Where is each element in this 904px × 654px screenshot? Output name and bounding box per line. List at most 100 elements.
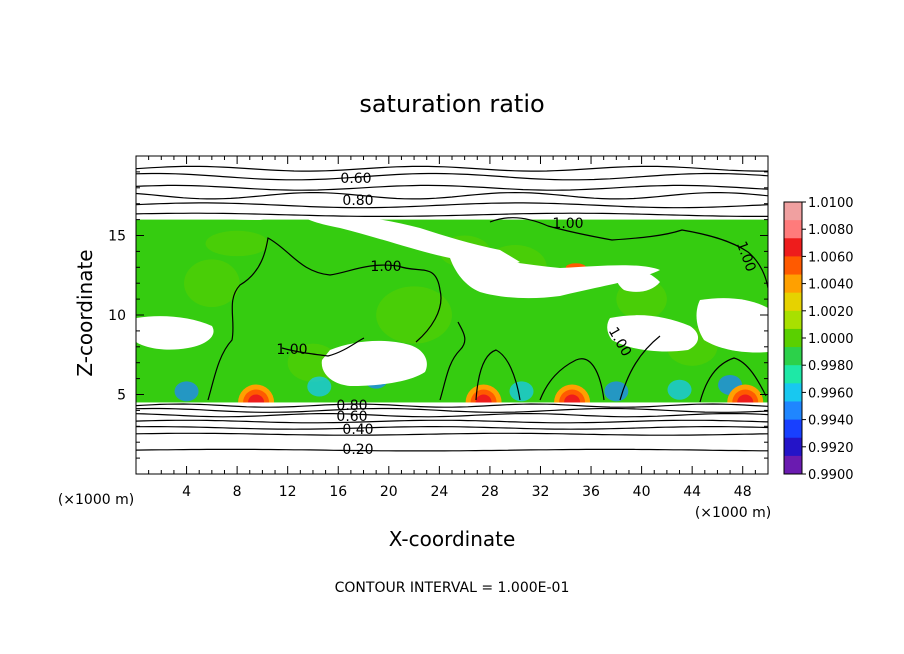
colorbar-label: 1.0000 xyxy=(808,332,854,347)
contour-interval-note: CONTOUR INTERVAL = 1.000E-01 xyxy=(335,580,570,596)
contour-label: 1.00 xyxy=(552,216,583,232)
colorbar-swatch xyxy=(784,202,802,221)
low-saturation-spot xyxy=(307,376,332,397)
x-tick-label: 24 xyxy=(430,484,448,500)
dry-region xyxy=(321,340,427,386)
colorbar-swatch xyxy=(784,455,802,475)
contour-label: 0.80 xyxy=(336,398,367,414)
contour-lines xyxy=(136,165,768,452)
supersaturation-plume xyxy=(564,394,581,403)
x-tick-label: 8 xyxy=(233,484,242,500)
x-axis-ticks: 4 8 12 16 20 24 28 32 36 40 44 48 xyxy=(148,156,756,500)
x-unit-label-right: (×1000 m) xyxy=(695,505,771,521)
contour-label: 0.60 xyxy=(336,409,367,425)
heatmap-field xyxy=(136,213,768,403)
colorbar-swatch xyxy=(784,238,802,257)
dry-region xyxy=(300,213,520,266)
contour-line xyxy=(136,202,768,209)
colorbar-swatch xyxy=(784,328,802,348)
contour-line xyxy=(136,403,768,408)
contour-label: 0.60 xyxy=(340,171,371,187)
contour-line-1-00 xyxy=(439,321,466,401)
supersaturation-plume xyxy=(248,394,265,403)
colorbar-label: 1.0060 xyxy=(808,250,854,265)
dry-region xyxy=(696,298,768,353)
dry-region xyxy=(616,267,660,292)
supersaturation-plume xyxy=(475,394,492,403)
field-patch xyxy=(376,286,452,344)
colorbar-label: 0.9980 xyxy=(808,359,854,374)
contour-line xyxy=(136,426,768,430)
contour-line-1-00 xyxy=(475,349,521,401)
low-saturation-spot xyxy=(667,379,692,400)
colorbar-label: 1.0020 xyxy=(808,305,854,320)
contour-line xyxy=(136,191,768,200)
y-tick-label: 15 xyxy=(108,229,126,245)
dry-region xyxy=(450,257,660,299)
x-axis-label: X-coordinate xyxy=(389,527,516,551)
colorbar-label: 1.0040 xyxy=(808,278,854,293)
contour-line-1-00 xyxy=(207,237,442,401)
contour-line-1-00 xyxy=(539,358,605,401)
contour-label: 1.00 xyxy=(370,259,401,275)
contour-line-1-00 xyxy=(619,335,661,401)
y-tick-label: 10 xyxy=(108,308,126,324)
colorbar-label: 0.9900 xyxy=(808,468,854,483)
colorbar-swatch xyxy=(784,292,802,312)
x-unit-label-left: (×1000 m) xyxy=(58,492,134,508)
contour-line xyxy=(136,172,768,181)
contour-line xyxy=(136,413,768,418)
colorbar-label: 0.9920 xyxy=(808,441,854,456)
x-tick-label: 44 xyxy=(683,484,701,500)
low-saturation-spot xyxy=(174,381,199,402)
y-axis-ticks: 5 10 15 xyxy=(108,171,768,459)
y-tick-label: 5 xyxy=(117,388,126,404)
y-axis-label: Z-coordinate xyxy=(73,249,97,376)
colorbar-label: 1.0100 xyxy=(808,196,854,211)
colorbar-swatch xyxy=(784,256,802,276)
x-tick-label: 12 xyxy=(279,484,297,500)
contour-line xyxy=(136,407,768,413)
contour-label: 0.80 xyxy=(342,193,373,209)
x-tick-label: 16 xyxy=(329,484,347,500)
contour-line xyxy=(136,184,768,191)
dry-region xyxy=(136,214,300,220)
x-tick-label: 40 xyxy=(633,484,651,500)
x-tick-label: 48 xyxy=(734,484,752,500)
colorbar-label: 1.0080 xyxy=(808,223,854,238)
supersaturation-plume xyxy=(737,394,754,403)
contour-line xyxy=(136,212,768,217)
dry-region xyxy=(607,315,699,352)
colorbar-swatch xyxy=(784,419,802,439)
colorbar-label: 0.9960 xyxy=(808,386,854,401)
x-tick-label: 20 xyxy=(380,484,398,500)
contour-label: 0.40 xyxy=(342,422,373,438)
chart-title: saturation ratio xyxy=(359,90,544,118)
x-tick-label: 36 xyxy=(582,484,600,500)
x-tick-label: 28 xyxy=(481,484,499,500)
contour-line xyxy=(136,432,768,436)
colorbar-swatch xyxy=(784,437,802,457)
low-saturation-spot xyxy=(604,381,629,402)
colorbar-swatch xyxy=(784,347,802,366)
field-patch xyxy=(184,259,240,308)
colorbar-swatch xyxy=(784,365,802,384)
contour-line-1-00 xyxy=(281,337,365,357)
x-tick-label: 4 xyxy=(182,484,191,500)
dry-region xyxy=(516,277,539,296)
colorbar-swatch xyxy=(784,220,802,239)
colorbar: 1.0100 1.0080 1.0060 1.0040 1.0020 1.0000 0.99… xyxy=(783,196,854,483)
contour-line xyxy=(136,419,768,424)
contour-line-1-00 xyxy=(489,217,768,289)
contour-label: 0.20 xyxy=(342,442,373,458)
colorbar-swatch xyxy=(784,310,802,330)
colorbar-label: 0.9940 xyxy=(808,414,854,429)
low-saturation-spot xyxy=(509,381,534,402)
colorbar-swatch xyxy=(784,401,802,421)
colorbar-swatch xyxy=(784,274,802,294)
contour-line xyxy=(136,165,768,172)
contour-line-1-00 xyxy=(699,357,767,403)
contour-line xyxy=(136,448,768,452)
colorbar-swatch xyxy=(784,383,802,402)
